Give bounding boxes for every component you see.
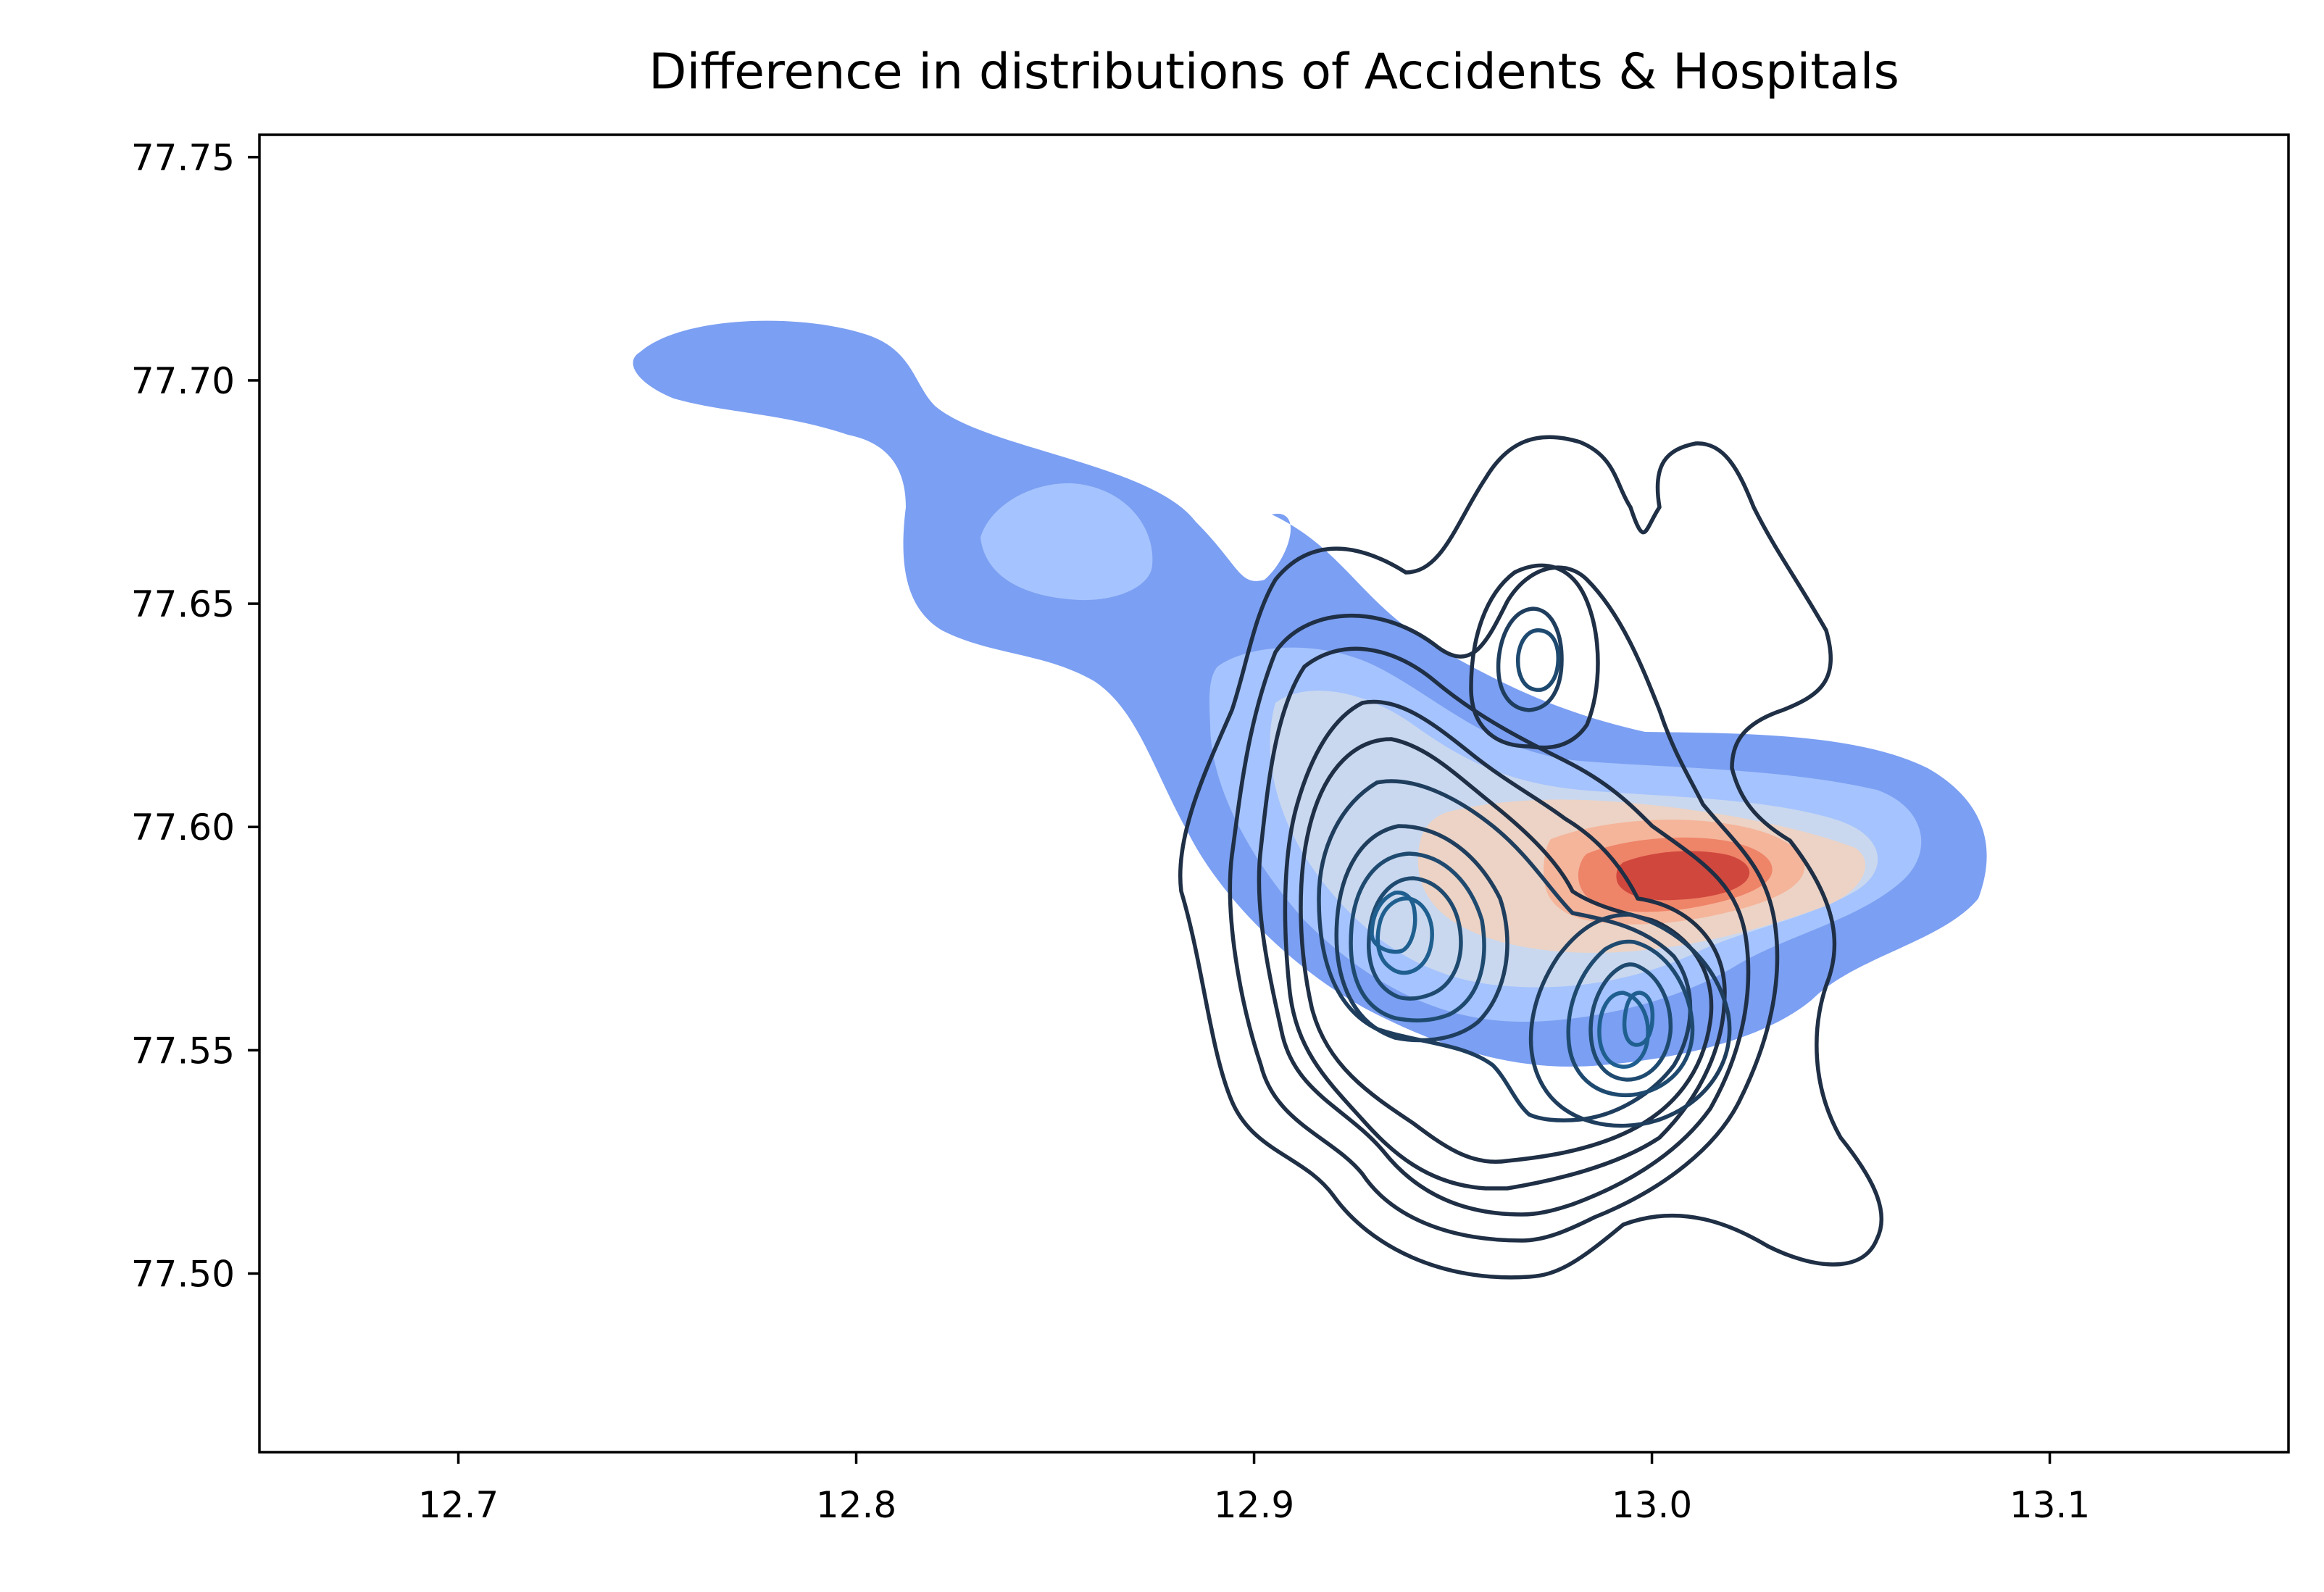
contour-line-18 — [1496, 607, 1564, 712]
contour-line-1 — [1178, 435, 1884, 1280]
x-tick-label: 12.8 — [816, 1484, 896, 1526]
filled-kde-level-2a — [980, 483, 1153, 601]
contour-line-9 — [1367, 876, 1463, 1001]
contour-line-14 — [1588, 962, 1673, 1082]
contour-line-16 — [1622, 991, 1655, 1047]
contour-line-17 — [1469, 563, 1600, 750]
contour-line-10 — [1375, 896, 1434, 975]
contour-line-12 — [1528, 912, 1732, 1128]
contour-line-11 — [1370, 891, 1417, 954]
plot-frame — [258, 133, 2290, 1454]
line-kde — [1178, 435, 1884, 1280]
contour-line-8 — [1349, 851, 1486, 1023]
filled-kde — [633, 320, 1987, 1067]
x-axis: 12.7 12.8 12.9 13.0 13.1 — [418, 1452, 2090, 1526]
contour-line-13 — [1566, 939, 1695, 1097]
contour-line-19 — [1515, 628, 1560, 692]
contour-line-6 — [1317, 779, 1693, 1122]
contour-line-4 — [1283, 699, 1727, 1191]
y-tick-label: 77.65 — [131, 583, 235, 625]
y-tick-label: 77.50 — [131, 1253, 235, 1295]
x-tick-label: 12.9 — [1214, 1484, 1294, 1526]
contour-line-5 — [1299, 737, 1714, 1164]
y-tick-label: 77.75 — [131, 137, 235, 179]
x-tick-label: 13.1 — [2009, 1484, 2090, 1526]
y-tick-label: 77.55 — [131, 1030, 235, 1072]
plot-area — [633, 320, 1987, 1280]
x-tick-label: 13.0 — [1612, 1484, 1692, 1526]
filled-kde-level-7 — [1616, 851, 1750, 901]
contour-line-15 — [1597, 991, 1650, 1069]
contour-line-3 — [1257, 646, 1751, 1217]
y-tick-label: 77.70 — [131, 360, 235, 402]
y-tick-label: 77.60 — [131, 807, 235, 849]
x-tick-label: 12.7 — [418, 1484, 499, 1526]
y-axis: 77.50 77.55 77.60 77.65 77.70 77.75 — [131, 137, 259, 1295]
contour-line-7 — [1334, 824, 1509, 1043]
contour-line-2 — [1228, 565, 1780, 1243]
chart-title: Difference in distributions of Accidents… — [649, 43, 1899, 101]
